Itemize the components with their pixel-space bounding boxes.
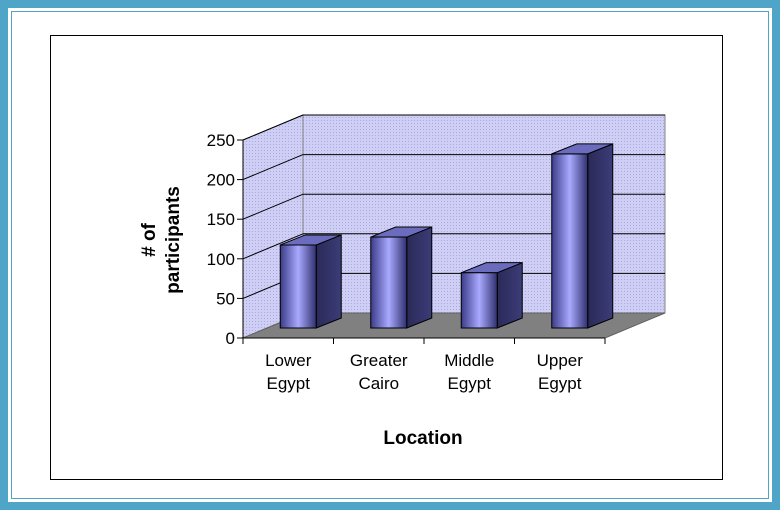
bar-front — [370, 236, 408, 329]
gridline-diagonal — [242, 233, 304, 260]
bar-front — [279, 244, 317, 329]
x-category-label-line: Egypt — [448, 374, 492, 393]
axis-labels: 0 50 100 150 200 250 Lower Egypt Greater Cairo Mid… — [139, 131, 583, 449]
gridline-diagonal — [242, 114, 304, 141]
y-tick-label: 0 — [226, 329, 235, 348]
x-category-label-line: Upper — [537, 351, 584, 370]
bar — [370, 226, 433, 329]
bar-side — [315, 234, 342, 329]
y-tick-label: 250 — [207, 131, 235, 150]
bar-top — [551, 143, 613, 155]
x-axis-title: Location — [383, 428, 462, 449]
x-category-label: Upper Egypt — [537, 351, 584, 393]
x-category-label-line: Cairo — [358, 374, 399, 393]
bar-top — [461, 262, 523, 274]
y-tick-label: 200 — [207, 171, 235, 190]
x-category-label-line: Lower — [265, 351, 312, 370]
bar-top — [370, 226, 432, 238]
bar-top — [280, 234, 342, 246]
bars — [279, 143, 614, 329]
bar-front — [551, 153, 589, 329]
x-category-label-line: Greater — [350, 351, 408, 370]
y-tick-label: 100 — [207, 250, 235, 269]
axes — [237, 139, 606, 344]
bar-front — [460, 272, 498, 329]
bar-side — [496, 261, 523, 329]
x-category-label: Middle Egypt — [444, 351, 494, 393]
x-category-label-line: Egypt — [267, 374, 311, 393]
bar — [279, 234, 342, 329]
y-axis-title-line: # of — [139, 222, 160, 256]
bar — [551, 143, 614, 329]
y-tick-label: 150 — [207, 210, 235, 229]
gridline-diagonal — [242, 154, 304, 181]
bar-side — [587, 143, 614, 329]
bar — [460, 261, 523, 329]
gridline-diagonal — [242, 193, 304, 220]
y-tick-label: 50 — [216, 289, 235, 308]
x-category-label-line: Middle — [444, 351, 494, 370]
figure-frame-inner — [11, 11, 769, 499]
x-category-label-line: Egypt — [538, 374, 582, 393]
y-axis-title-line: participants — [163, 186, 184, 294]
bar-side — [406, 226, 433, 329]
x-category-label: Lower Egypt — [265, 351, 312, 393]
y-axis-title: # of participants — [139, 186, 184, 294]
x-category-label: Greater Cairo — [350, 351, 408, 393]
